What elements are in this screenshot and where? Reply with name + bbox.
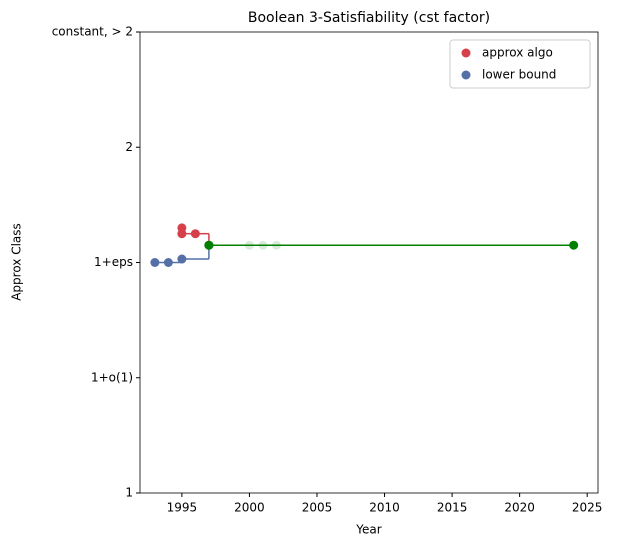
data-point <box>177 229 187 239</box>
data-point <box>204 240 214 250</box>
data-point <box>163 258 173 267</box>
data-point <box>569 240 579 250</box>
legend-marker <box>461 70 471 80</box>
y-tick-label: 1+o(1) <box>91 370 133 384</box>
data-point <box>271 240 281 250</box>
x-axis-label: Year <box>355 523 381 537</box>
y-tick-label: 1+eps <box>94 255 133 269</box>
y-tick-label: 1 <box>125 486 133 500</box>
y-tick-label: constant, > 2 <box>52 25 133 39</box>
x-tick-label: 2015 <box>437 501 468 515</box>
legend-marker <box>461 48 471 58</box>
x-tick-label: 2025 <box>572 501 603 515</box>
legend-label: approx algo <box>482 46 553 60</box>
data-point <box>177 254 187 264</box>
data-point <box>258 240 268 250</box>
plot-frame <box>139 31 599 494</box>
data-point <box>190 229 200 239</box>
x-tick-label: 1995 <box>167 501 198 515</box>
chart-title: Boolean 3-Satisfiability (cst factor) <box>248 10 490 26</box>
data-point <box>244 240 254 250</box>
y-axis-label: Approx Class <box>10 223 24 301</box>
x-tick-label: 2000 <box>234 501 265 515</box>
legend-label: lower bound <box>482 68 556 82</box>
data-point <box>150 258 160 267</box>
y-tick-label: 2 <box>125 140 133 154</box>
x-tick-label: 2005 <box>302 501 333 515</box>
legend-box <box>449 39 591 89</box>
x-tick-label: 2010 <box>369 501 400 515</box>
x-tick-label: 2020 <box>504 501 535 515</box>
